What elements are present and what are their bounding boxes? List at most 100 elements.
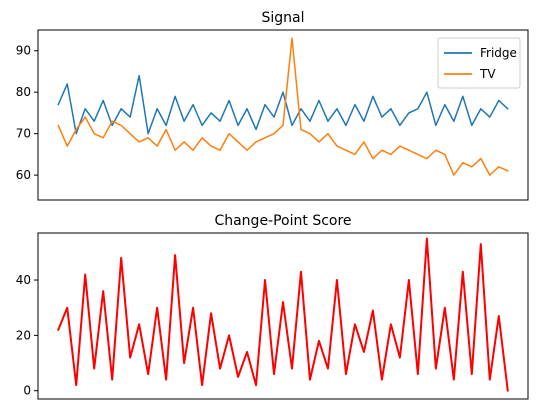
data-point-1-40 <box>408 279 410 281</box>
data-point-1-34 <box>354 323 356 325</box>
data-point-2-33 <box>345 149 347 151</box>
data-point-2-43 <box>435 149 437 151</box>
data-point-2-10 <box>138 141 140 143</box>
data-point-1-39 <box>399 124 401 126</box>
data-point-2-28 <box>300 129 302 131</box>
data-point-1-8 <box>120 257 122 259</box>
data-point-2-9 <box>129 133 131 135</box>
data-point-1-8 <box>120 108 122 110</box>
data-point-1-22 <box>246 108 248 110</box>
data-point-1-50 <box>498 315 500 317</box>
y-tick-label-1: 0 <box>23 384 31 398</box>
data-point-1-47 <box>471 373 473 375</box>
chart-panel-2: Change-Point Score 0 20 40 <box>16 213 529 400</box>
data-point-1-40 <box>408 112 410 114</box>
y-tick-label-3: 40 <box>16 273 31 287</box>
data-point-1-33 <box>345 373 347 375</box>
data-point-2-19 <box>219 149 221 151</box>
data-point-1-3 <box>75 133 77 135</box>
y-tick-label-1: 60 <box>16 168 31 182</box>
data-point-2-30 <box>318 141 320 143</box>
data-point-1-20 <box>228 100 230 102</box>
data-point-1-33 <box>345 124 347 126</box>
data-point-1-21 <box>237 376 239 378</box>
data-point-2-1 <box>57 124 59 126</box>
data-point-1-24 <box>264 279 266 281</box>
data-point-1-16 <box>192 307 194 309</box>
data-point-2-3 <box>75 129 77 131</box>
data-point-1-42 <box>426 91 428 93</box>
data-point-1-1 <box>57 104 59 106</box>
data-point-1-32 <box>336 108 338 110</box>
data-point-2-16 <box>192 149 194 151</box>
data-point-1-7 <box>111 379 113 381</box>
data-point-2-2 <box>66 145 68 147</box>
data-point-2-38 <box>390 153 392 155</box>
data-point-1-11 <box>147 133 149 135</box>
legend-box <box>437 37 521 89</box>
data-point-1-38 <box>390 108 392 110</box>
data-point-2-23 <box>255 141 257 143</box>
data-point-1-45 <box>453 120 455 122</box>
data-point-2-15 <box>183 141 185 143</box>
data-point-2-12 <box>156 145 158 147</box>
series-line-2 <box>57 37 509 176</box>
data-point-1-46 <box>462 95 464 97</box>
y-tick-label-2: 70 <box>16 127 31 141</box>
data-point-1-27 <box>291 368 293 370</box>
data-point-2-20 <box>228 133 230 135</box>
data-point-2-51 <box>507 170 509 172</box>
data-point-2-35 <box>363 141 365 143</box>
data-point-2-21 <box>237 141 239 143</box>
data-point-1-9 <box>129 116 131 118</box>
series-line-1 <box>57 237 509 392</box>
plot-frame <box>37 29 529 201</box>
data-point-1-12 <box>156 307 158 309</box>
data-point-2-6 <box>102 137 104 139</box>
data-point-1-10 <box>138 323 140 325</box>
data-point-1-38 <box>390 323 392 325</box>
data-point-1-23 <box>255 129 257 131</box>
data-point-2-14 <box>174 149 176 151</box>
data-point-1-17 <box>201 384 203 386</box>
data-point-1-16 <box>192 104 194 106</box>
y-tick-label-2: 20 <box>16 328 31 342</box>
data-point-1-44 <box>444 104 446 106</box>
data-point-2-34 <box>354 153 356 155</box>
plot-frame <box>37 232 529 400</box>
data-point-1-37 <box>381 116 383 118</box>
y-tick-label-4: 90 <box>16 44 31 58</box>
data-point-1-15 <box>183 362 185 364</box>
data-point-1-2 <box>66 83 68 85</box>
data-point-1-41 <box>417 373 419 375</box>
data-point-2-42 <box>426 158 428 160</box>
data-point-1-49 <box>489 379 491 381</box>
data-point-2-32 <box>336 145 338 147</box>
data-point-1-51 <box>507 390 509 392</box>
data-point-1-28 <box>300 271 302 273</box>
data-point-2-39 <box>399 145 401 147</box>
legend-label-1: Fridge <box>480 46 517 60</box>
data-point-1-23 <box>255 384 257 386</box>
data-point-1-36 <box>372 95 374 97</box>
data-point-1-25 <box>273 373 275 375</box>
data-point-1-11 <box>147 373 149 375</box>
data-point-1-51 <box>507 108 509 110</box>
data-point-1-3 <box>75 384 77 386</box>
data-point-1-32 <box>336 279 338 281</box>
data-point-1-14 <box>174 95 176 97</box>
data-point-2-48 <box>480 158 482 160</box>
data-point-1-37 <box>381 379 383 381</box>
data-point-1-36 <box>372 310 374 312</box>
data-point-1-19 <box>219 120 221 122</box>
data-point-1-29 <box>309 120 311 122</box>
data-point-2-7 <box>111 120 113 122</box>
data-point-1-21 <box>237 124 239 126</box>
data-point-2-25 <box>273 133 275 135</box>
data-point-1-5 <box>93 368 95 370</box>
data-point-2-5 <box>93 133 95 135</box>
data-point-1-18 <box>210 112 212 114</box>
data-point-1-44 <box>444 307 446 309</box>
data-point-2-50 <box>498 166 500 168</box>
data-point-1-14 <box>174 254 176 256</box>
